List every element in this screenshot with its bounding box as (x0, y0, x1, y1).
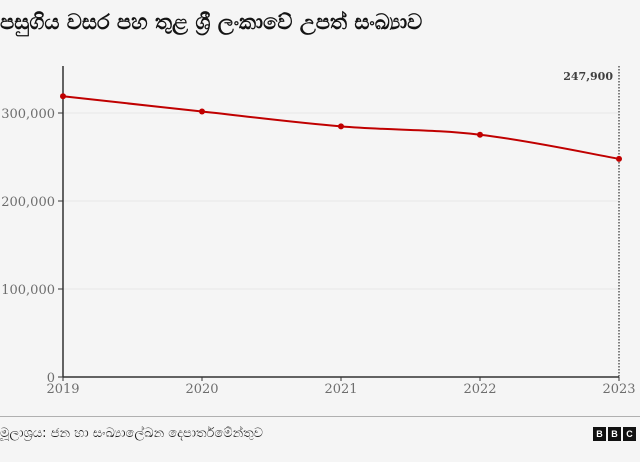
footer-divider (0, 416, 640, 417)
bbc-logo-letter: B (608, 427, 621, 441)
y-tick-label: 100,000 (1, 283, 55, 298)
x-axis: 2019 2020 2021 2022 2023 (46, 376, 636, 397)
bbc-logo: B B C (593, 427, 636, 441)
bbc-logo-letter: C (623, 427, 636, 441)
y-tick-label: 0 (47, 371, 55, 386)
data-point (199, 108, 205, 115)
chart-title: පසුගිය වසර පහ තුළ ශ්‍රී ලංකාවේ උපත් සංඛ්… (0, 10, 423, 34)
x-tick-label: 2019 (46, 382, 79, 397)
bbc-logo-letter: B (593, 427, 606, 441)
x-tick-label: 2021 (324, 382, 357, 397)
source-note: මූලාශ්‍රය: ජන හා සංඛ්‍යාලේඛන දෙපාර්තමේන්… (0, 426, 264, 441)
y-tick-label: 300,000 (1, 107, 55, 122)
data-point (60, 93, 66, 100)
y-tick-label: 200,000 (1, 195, 55, 210)
data-point (338, 123, 344, 130)
data-point (616, 155, 622, 162)
gridlines (63, 112, 619, 290)
annotation-label: 247,900 (563, 70, 613, 83)
x-tick-label: 2023 (602, 382, 635, 397)
data-series (60, 93, 622, 162)
x-tick-label: 2022 (463, 382, 496, 397)
x-tick-label: 2020 (185, 382, 218, 397)
annotation: 247,900 (563, 66, 620, 377)
data-point (477, 131, 483, 138)
y-axis: 0 100,000 200,000 300,000 (1, 66, 64, 386)
